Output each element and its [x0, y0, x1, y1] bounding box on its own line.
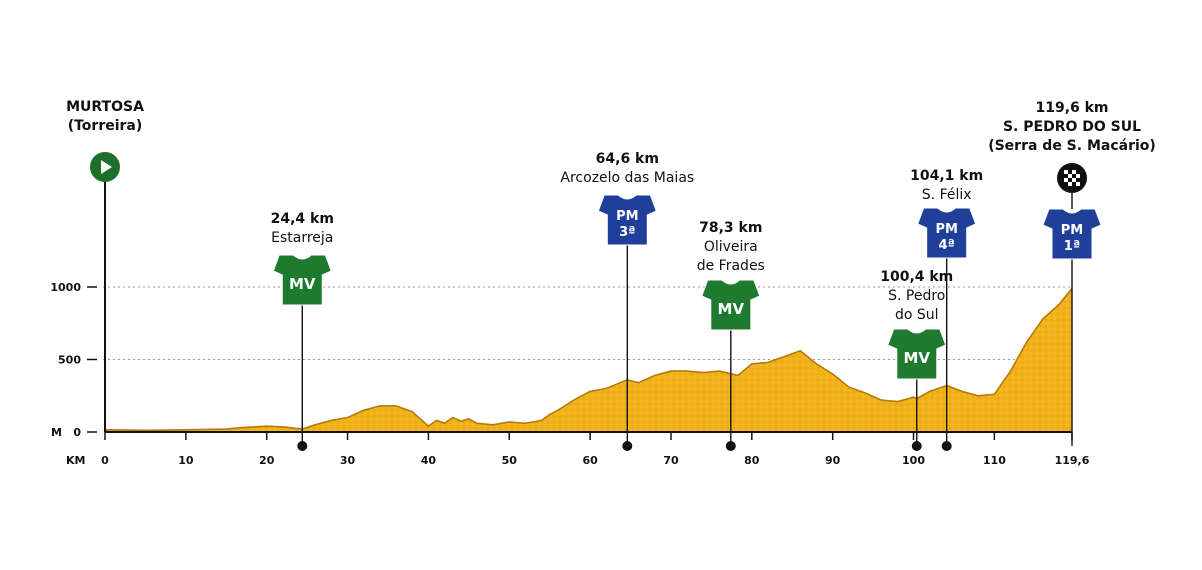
checker-cell — [1072, 178, 1076, 182]
point-2-jersey-label: PM — [616, 209, 638, 224]
elevation-texture — [105, 288, 1072, 432]
y-tick-label-500: 500 — [58, 354, 81, 367]
start-title: MURTOSA — [66, 99, 144, 115]
point-2-distance: 64,6 km — [596, 151, 659, 167]
play-icon — [101, 160, 112, 174]
checker-cell — [1064, 170, 1068, 174]
point-3-jersey: MV — [701, 279, 761, 331]
checker-cell — [1076, 182, 1080, 186]
x-tick-label-6: 60 — [582, 454, 598, 467]
point-6-name-0: S. PEDRO DO SUL — [1003, 119, 1141, 135]
point-3-jersey-shape — [701, 279, 761, 331]
y-unit-label: M — [51, 426, 62, 439]
start-subtitle: (Torreira) — [68, 118, 143, 134]
checker-cell — [1068, 182, 1072, 186]
x-tick-label-9: 90 — [825, 454, 841, 467]
point-3-jersey-label: MV — [718, 300, 745, 318]
point-4-distance: 100,4 km — [880, 269, 953, 285]
point-1-marker — [297, 441, 308, 451]
point-3-marker — [725, 441, 736, 451]
checkered-pattern — [1064, 170, 1080, 186]
point-4-marker — [911, 441, 922, 451]
point-5-jersey-label: PM — [935, 222, 957, 237]
checker-cell — [1068, 174, 1072, 178]
point-5-jersey-category: 4ª — [938, 238, 954, 253]
checker-cell — [1072, 170, 1076, 174]
x-tick-label-8: 80 — [744, 454, 760, 467]
point-6-distance: 119,6 km — [1035, 100, 1108, 116]
point-1-jersey-shape — [272, 254, 332, 306]
point-2-jersey-shape — [597, 194, 657, 246]
y-tick-label-1000: 1000 — [50, 281, 81, 294]
point-3-distance: 78,3 km — [699, 220, 762, 236]
point-6-jersey-shape — [1042, 208, 1102, 260]
x-tick-label-3: 30 — [340, 454, 356, 467]
point-5-jersey-shape — [917, 207, 977, 259]
point-4-jersey-shape — [887, 328, 947, 380]
point-3-name-0: Oliveira — [704, 239, 758, 255]
point-5-distance: 104,1 km — [910, 168, 983, 184]
point-4-jersey: MV — [887, 328, 947, 380]
point-6-name-1: (Serra de S. Macário) — [988, 138, 1156, 154]
checker-cell — [1064, 178, 1068, 182]
point-1-name-0: Estarreja — [271, 230, 333, 246]
x-tick-label-11: 110 — [983, 454, 1006, 467]
point-3-name-1: de Frades — [697, 258, 765, 274]
point-1-jersey: MV — [272, 254, 332, 306]
point-5-marker — [941, 441, 952, 451]
x-tick-label-2: 20 — [259, 454, 275, 467]
point-1-distance: 24,4 km — [271, 211, 334, 227]
checker-cell — [1076, 174, 1080, 178]
x-unit-label: KM — [66, 454, 85, 467]
point-6-jersey-category: 1ª — [1064, 239, 1080, 254]
x-tick-label-0: 0 — [101, 454, 109, 467]
point-4-name-1: do Sul — [895, 307, 939, 323]
point-5-name-0: S. Félix — [922, 187, 972, 203]
point-4-name-0: S. Pedro — [888, 288, 945, 304]
point-6-jersey-label: PM — [1061, 223, 1083, 238]
x-tick-label-5: 50 — [502, 454, 518, 467]
point-2-name-0: Arcozelo das Maias — [560, 170, 694, 186]
point-2-jersey-category: 3ª — [619, 225, 635, 240]
y-tick-label-0: 0 — [73, 426, 81, 439]
x-tick-label-4: 40 — [421, 454, 437, 467]
x-tick-label-7: 70 — [663, 454, 679, 467]
x-tick-label-10: 100 — [902, 454, 925, 467]
point-1-jersey-label: MV — [289, 275, 316, 293]
point-4-jersey-label: MV — [903, 349, 930, 367]
point-2-marker — [622, 441, 633, 451]
x-tick-label-1: 10 — [178, 454, 194, 467]
x-tick-label-12: 119,6 — [1055, 454, 1090, 467]
